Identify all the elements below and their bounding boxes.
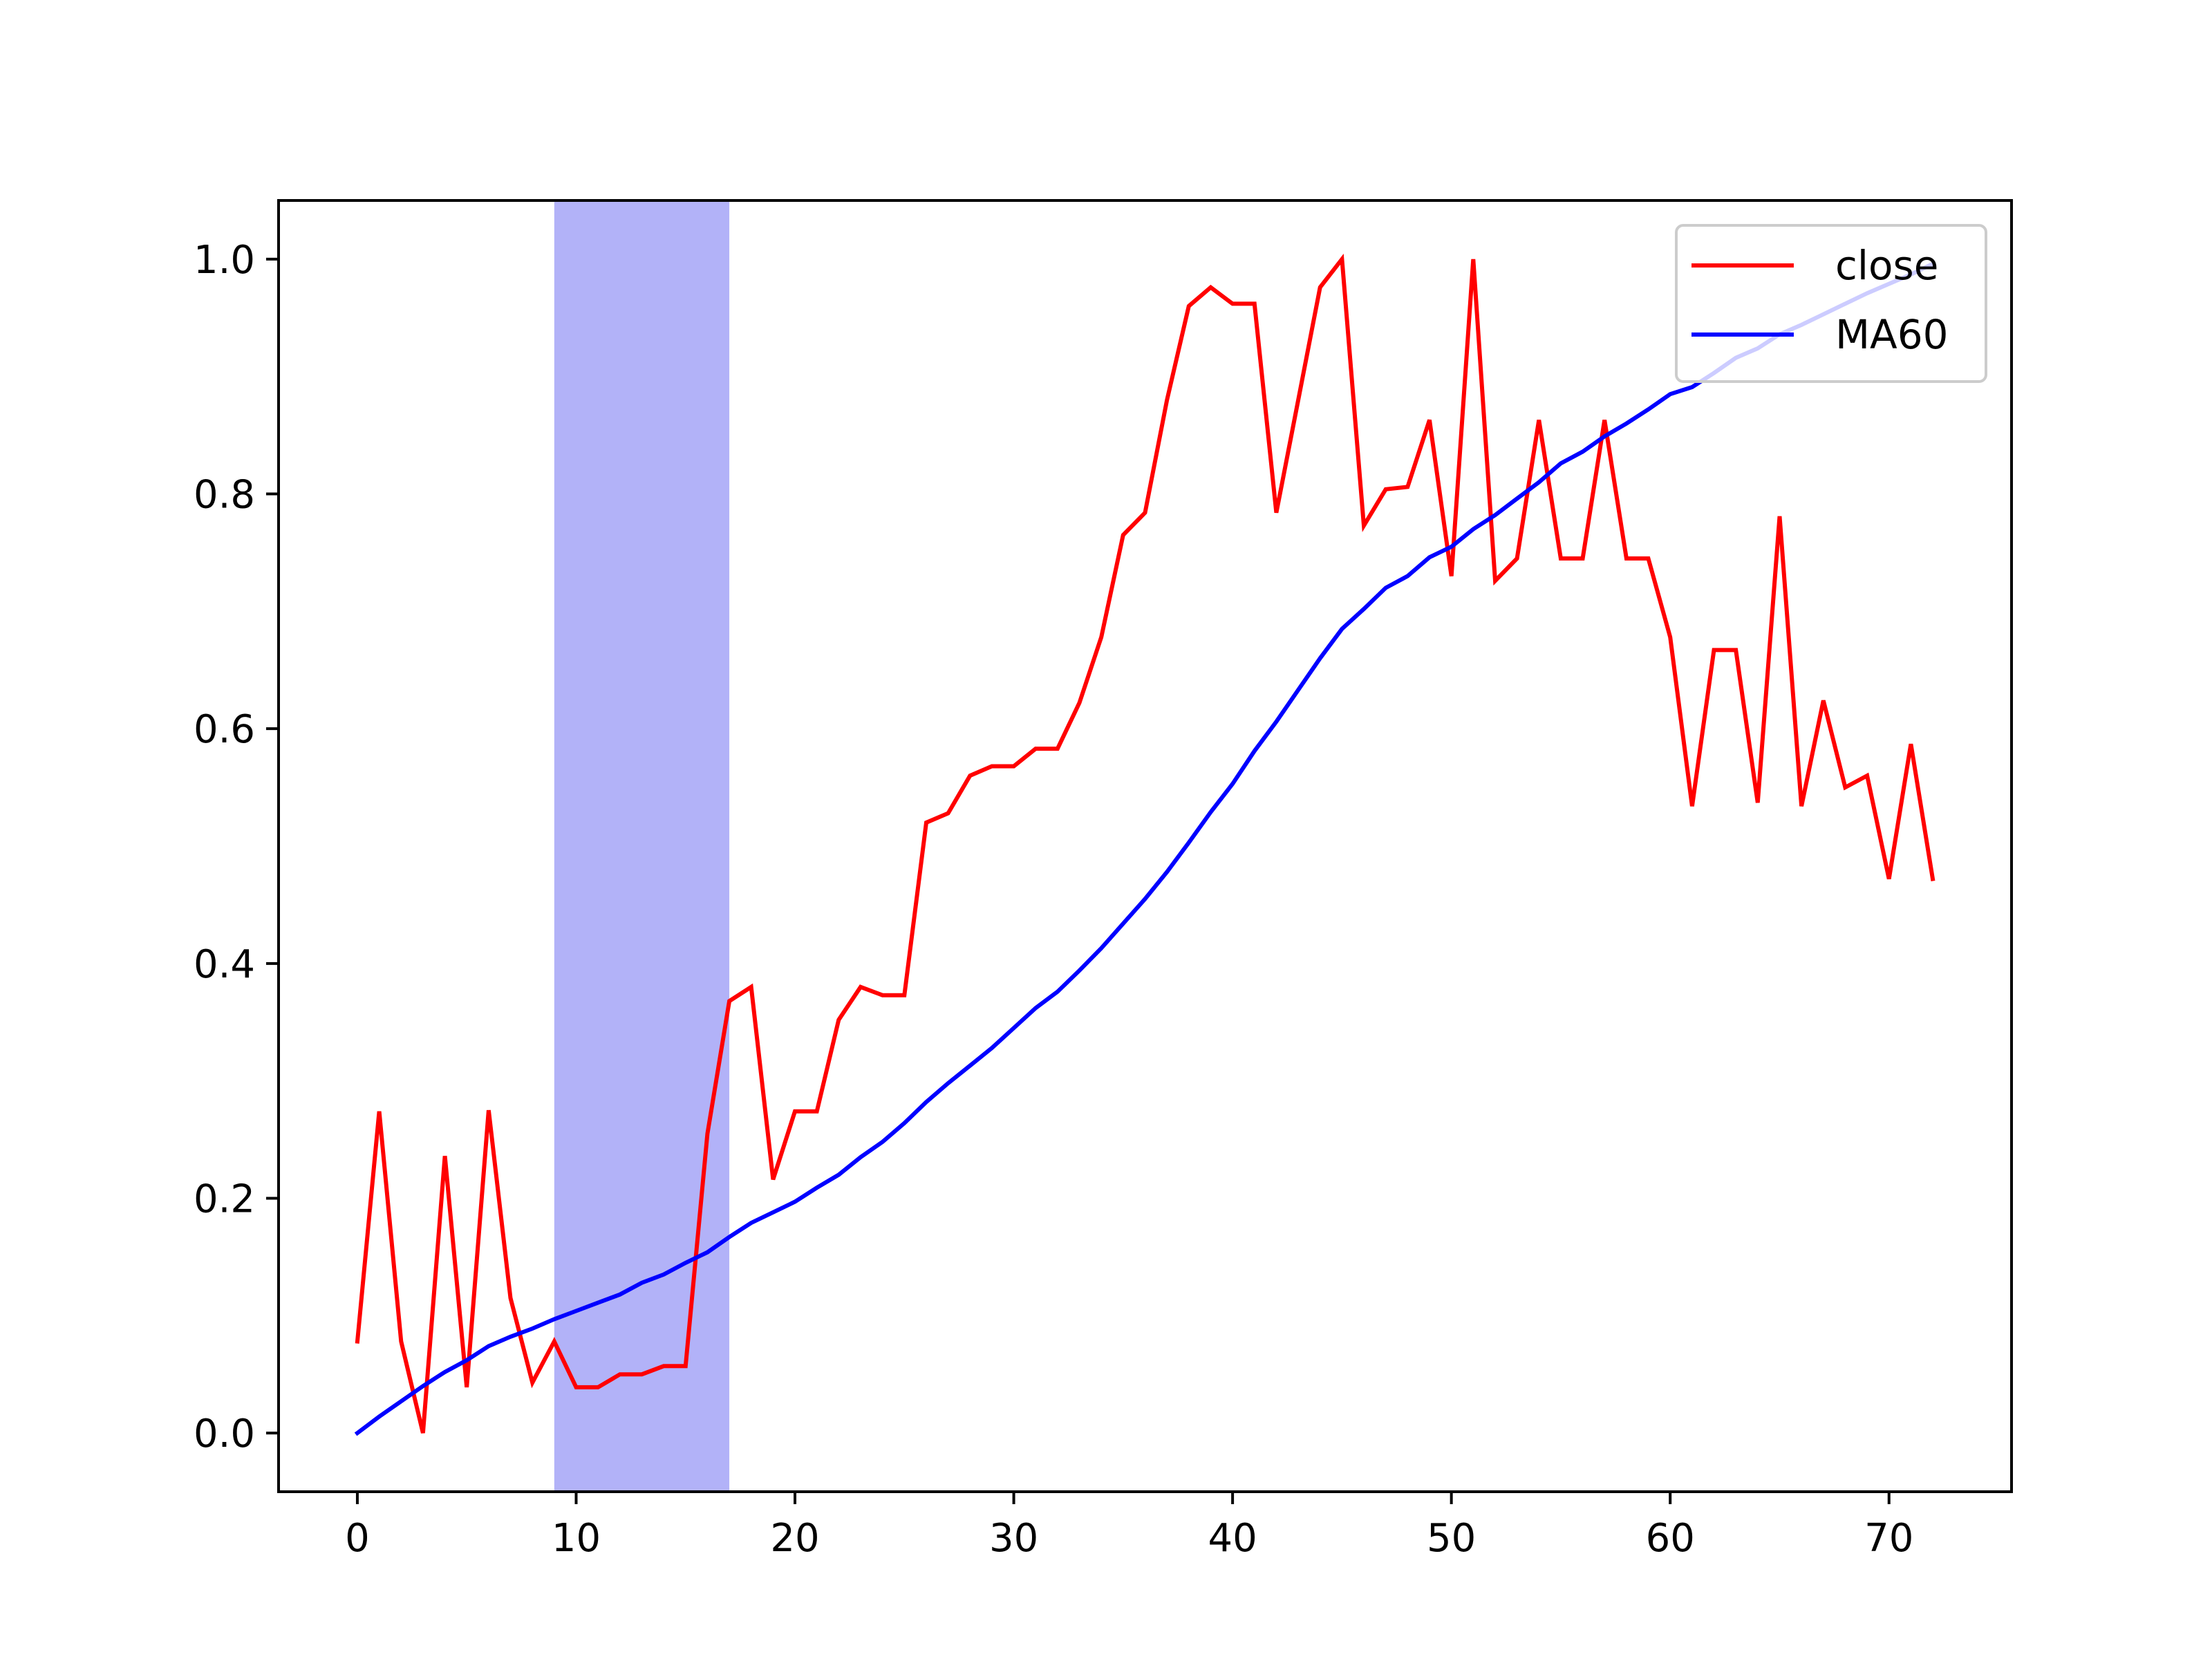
x-tick-label: 20	[770, 1516, 819, 1561]
x-tick-label: 10	[552, 1516, 601, 1561]
y-tick-label: 1.0	[194, 238, 255, 283]
legend-box	[1675, 224, 1987, 383]
highlight-span-layer	[554, 200, 730, 1492]
legend-label-close: close	[1835, 242, 1938, 289]
y-tick-label: 0.0	[194, 1412, 255, 1456]
y-tick-label: 0.8	[194, 473, 255, 518]
y-tick-label: 0.2	[194, 1177, 255, 1221]
highlight-span	[554, 200, 730, 1492]
series-line-close	[355, 253, 1936, 1434]
y-tick-label: 0.6	[194, 707, 255, 752]
x-tick-label: 70	[1864, 1516, 1913, 1561]
legend-label-ma60: MA60	[1835, 311, 1949, 358]
legend: close MA60	[1675, 224, 1987, 383]
series-line-ma60	[354, 261, 1936, 1436]
x-tick-label: 40	[1208, 1516, 1257, 1561]
x-tick-label: 60	[1646, 1516, 1695, 1561]
series-layer	[354, 253, 1936, 1436]
tick-layer: 0 10 20 30 40 50 60 70 0.0 0.2 0.4 0.6 0.8 1.0	[194, 238, 1913, 1561]
y-tick-label: 0.4	[194, 942, 255, 987]
x-tick-label: 30	[989, 1516, 1038, 1561]
x-tick-label: 50	[1427, 1516, 1476, 1561]
axes-frame	[277, 199, 2013, 1493]
x-tick-label: 0	[345, 1516, 370, 1561]
